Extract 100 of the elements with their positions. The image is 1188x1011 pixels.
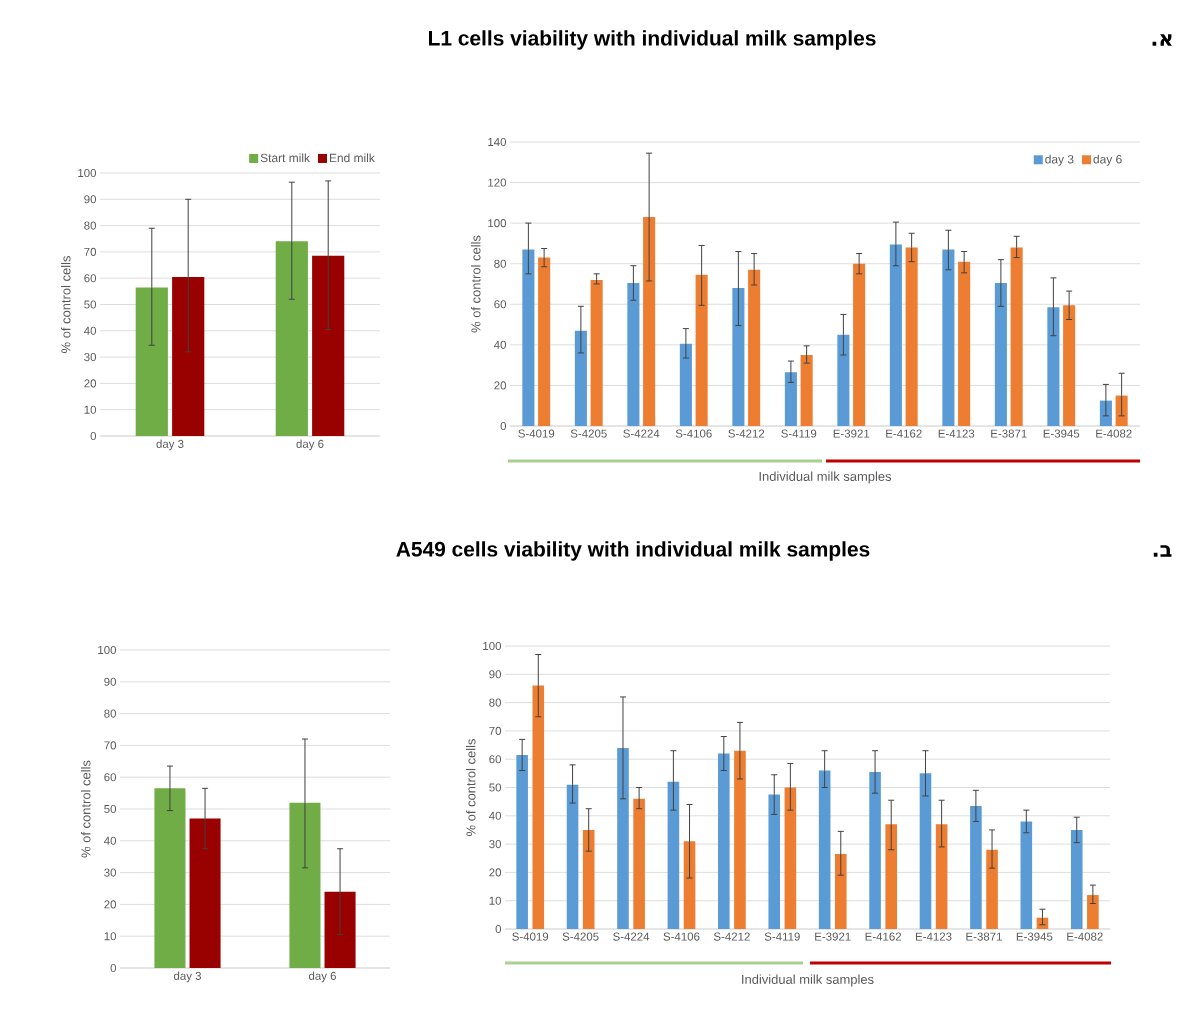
bar bbox=[172, 276, 205, 436]
x-tick-label: E-3921 bbox=[815, 932, 851, 941]
y-tick-label: 40 bbox=[84, 326, 97, 335]
bar bbox=[1087, 895, 1099, 929]
bar bbox=[958, 261, 971, 426]
x-tick-label: S-4119 bbox=[764, 932, 800, 941]
y-tick-label: 0 bbox=[110, 963, 117, 973]
y-axis-title: % of control cells bbox=[61, 256, 71, 353]
legend-label: End milk bbox=[329, 153, 375, 163]
y-tick-label: 50 bbox=[104, 804, 117, 814]
bar bbox=[1063, 305, 1076, 426]
y-tick-label: 20 bbox=[489, 868, 502, 877]
x-tick-label: E-4123 bbox=[916, 932, 952, 941]
y-tick-label: 0 bbox=[90, 431, 97, 441]
bar bbox=[679, 343, 692, 426]
bar bbox=[994, 282, 1007, 426]
bar bbox=[617, 747, 629, 929]
bar bbox=[837, 334, 850, 426]
x-tick-label: S-4212 bbox=[713, 932, 750, 941]
x-tick-label: S-4106 bbox=[675, 429, 712, 438]
y-tick-label: 60 bbox=[104, 773, 117, 782]
bar bbox=[633, 798, 645, 929]
bar bbox=[718, 753, 730, 929]
bar bbox=[683, 841, 696, 929]
bar bbox=[853, 263, 866, 426]
y-tick-label: 30 bbox=[84, 353, 97, 362]
text: .ב bbox=[1153, 545, 1172, 557]
legend-label: day 6 bbox=[1093, 154, 1122, 166]
bar bbox=[768, 794, 781, 929]
x-tick-label: E-3945 bbox=[1043, 429, 1080, 438]
bar bbox=[986, 849, 998, 929]
bar bbox=[643, 217, 656, 426]
x-tick-label: S-4212 bbox=[728, 429, 765, 438]
y-tick-label: 80 bbox=[489, 698, 502, 707]
x-tick-label: E-4123 bbox=[938, 429, 975, 438]
bar bbox=[784, 372, 797, 426]
y-tick-label: 120 bbox=[488, 178, 507, 187]
x-axis-title: Individual milk samples bbox=[759, 471, 892, 484]
y-tick-label: 10 bbox=[489, 896, 502, 905]
bar bbox=[574, 330, 587, 426]
bar bbox=[189, 818, 221, 968]
bar bbox=[732, 288, 745, 426]
bar bbox=[516, 754, 528, 929]
bar bbox=[1070, 829, 1083, 929]
bar bbox=[1010, 247, 1023, 426]
bar bbox=[590, 279, 603, 426]
y-tick-label: 80 bbox=[494, 259, 507, 268]
x-tick-label: S-4205 bbox=[562, 932, 599, 941]
y-tick-label: 60 bbox=[84, 274, 97, 283]
bar bbox=[582, 829, 595, 929]
bar bbox=[800, 354, 813, 426]
text: L1 cells viability with individual milk samples bbox=[429, 30, 876, 50]
legend-label: Start milk bbox=[260, 153, 310, 163]
y-axis-title: % of control cells bbox=[466, 739, 476, 836]
y-tick-label: 40 bbox=[104, 836, 117, 845]
x-tick-label: E-3871 bbox=[966, 932, 1002, 941]
x-tick-label: S-4106 bbox=[663, 932, 700, 941]
x-tick-label: S-4205 bbox=[570, 429, 607, 438]
y-tick-label: 100 bbox=[78, 168, 97, 178]
x-tick-label: S-4019 bbox=[512, 932, 549, 941]
x-tick-label: E-4162 bbox=[865, 932, 902, 941]
bar bbox=[734, 750, 746, 929]
bar bbox=[667, 781, 680, 929]
bar bbox=[885, 824, 897, 929]
bar bbox=[135, 287, 168, 436]
y-tick-label: 0 bbox=[495, 924, 502, 934]
x-tick-label: E-4082 bbox=[1067, 932, 1103, 941]
x-tick-label: S-4224 bbox=[613, 932, 650, 941]
y-axis-title: % of control cells bbox=[81, 760, 91, 858]
y-tick-label: 70 bbox=[84, 247, 97, 256]
bar bbox=[1047, 307, 1060, 426]
y-tick-label: 70 bbox=[489, 726, 502, 735]
x-axis-title: Individual milk samples bbox=[742, 974, 874, 987]
y-tick-label: 100 bbox=[488, 219, 507, 228]
y-tick-label: 20 bbox=[84, 379, 97, 388]
bar bbox=[522, 249, 535, 426]
bar bbox=[312, 255, 345, 436]
x-tick-label: S-4019 bbox=[518, 429, 555, 438]
y-tick-label: 30 bbox=[104, 868, 117, 877]
y-tick-label: 20 bbox=[494, 381, 507, 390]
y-tick-label: 40 bbox=[489, 811, 502, 820]
x-tick-label: E-4082 bbox=[1096, 429, 1132, 438]
bar bbox=[566, 784, 579, 929]
bar bbox=[919, 773, 932, 929]
y-tick-label: 40 bbox=[494, 340, 507, 349]
y-tick-label: 90 bbox=[104, 677, 117, 686]
bar bbox=[905, 247, 918, 426]
y-tick-label: 60 bbox=[494, 300, 507, 309]
x-tick-label: S-4119 bbox=[781, 429, 817, 438]
y-tick-label: 90 bbox=[84, 195, 97, 204]
y-tick-label: 80 bbox=[84, 221, 97, 230]
y-tick-label: 10 bbox=[84, 405, 97, 414]
y-tick-label: 90 bbox=[489, 670, 502, 679]
y-tick-label: 140 bbox=[488, 137, 507, 147]
bar bbox=[942, 249, 955, 426]
y-tick-label: 50 bbox=[489, 783, 502, 792]
bar bbox=[889, 244, 902, 426]
y-tick-label: 70 bbox=[104, 741, 117, 750]
bar bbox=[532, 685, 545, 929]
x-tick-label: E-3921 bbox=[833, 429, 870, 438]
